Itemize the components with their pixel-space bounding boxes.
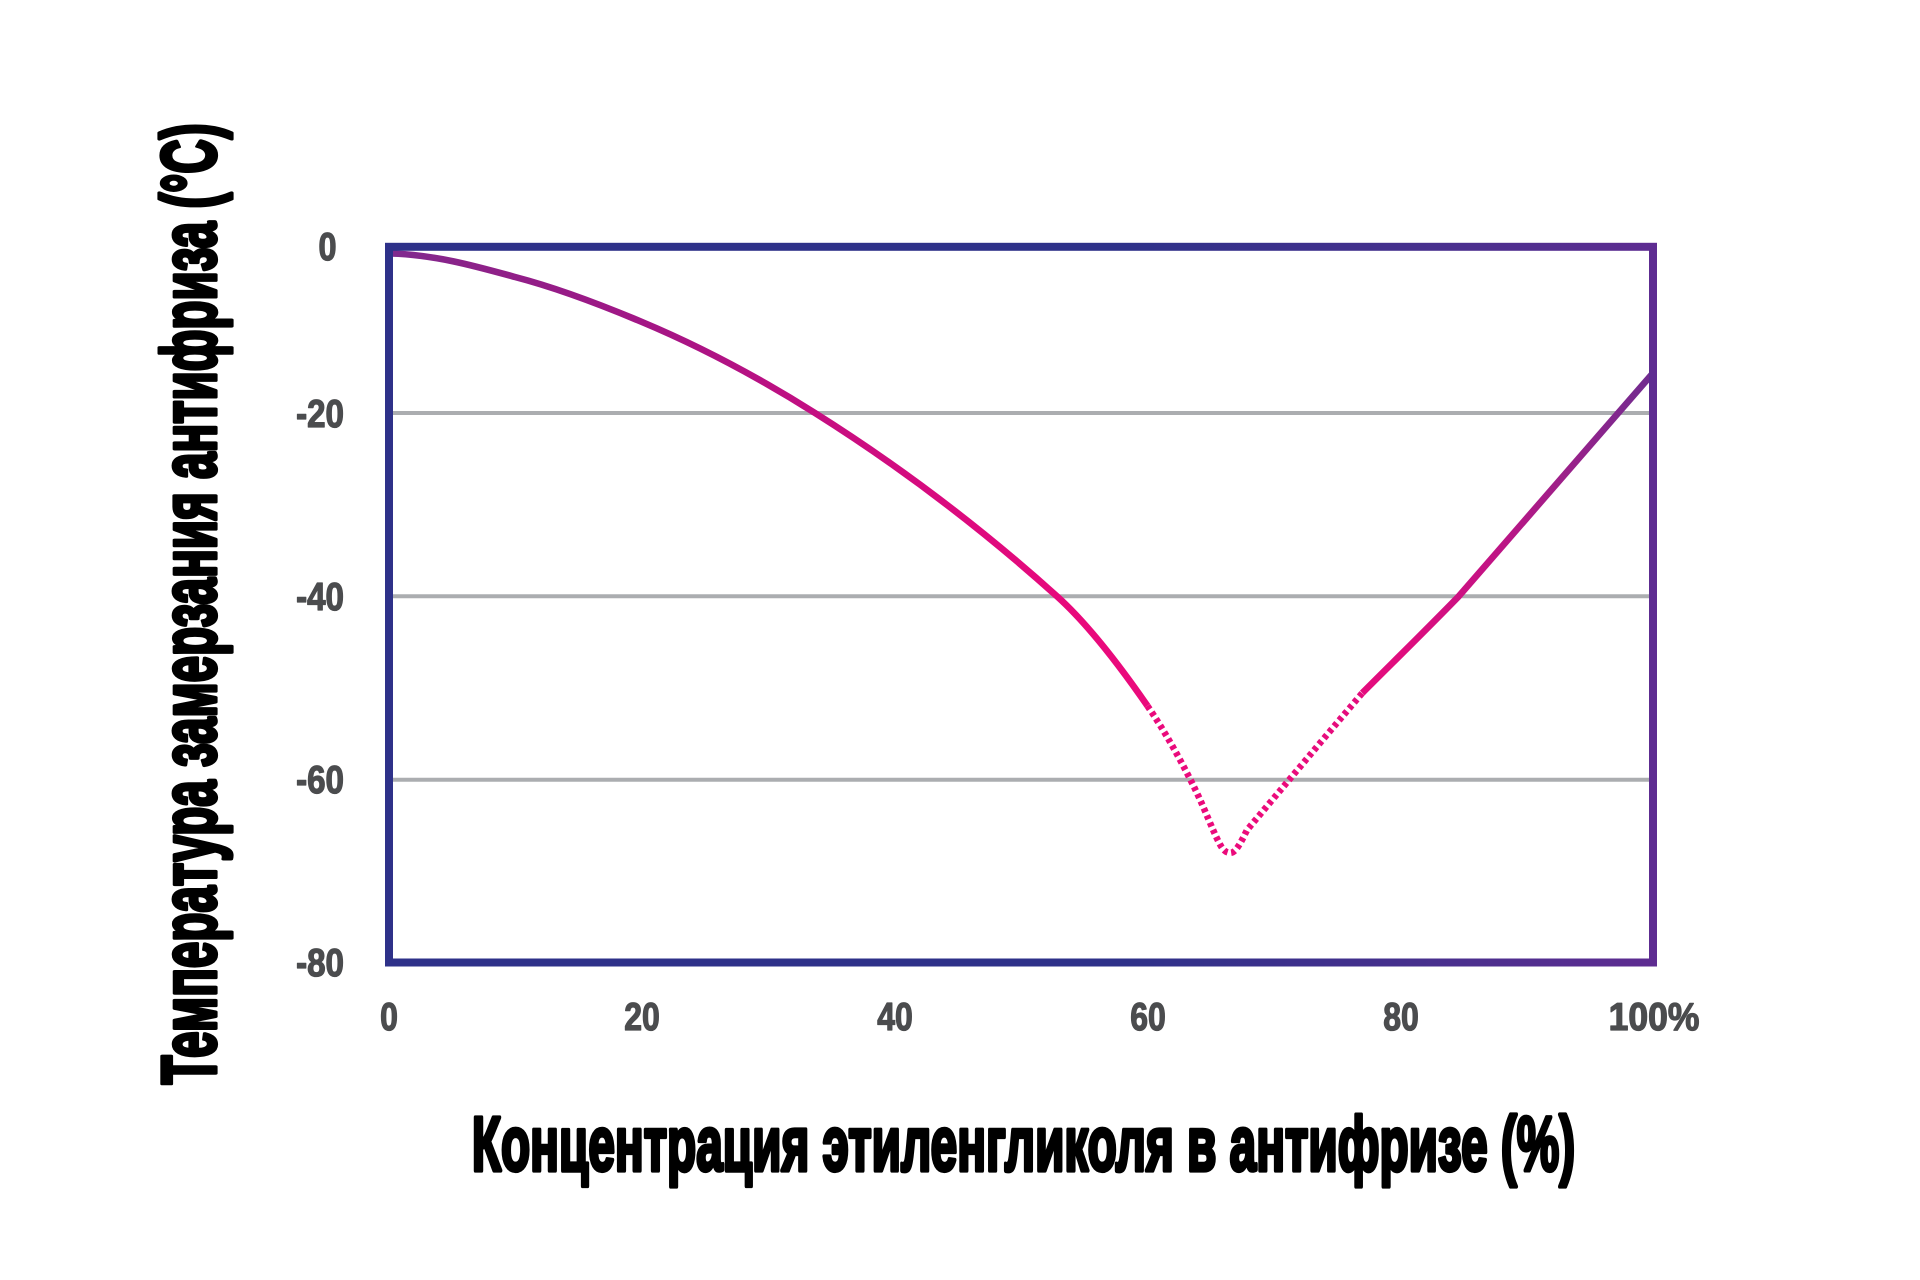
svg-text:Температура замерзания антифри: Температура замерзания антифриза (°C) — [146, 123, 233, 1084]
svg-text:-20: -20 — [296, 391, 344, 435]
svg-text:60: 60 — [1130, 995, 1166, 1039]
svg-text:0: 0 — [380, 995, 398, 1039]
svg-text:20: 20 — [624, 995, 660, 1039]
svg-text:40: 40 — [877, 995, 913, 1039]
svg-text:100%: 100% — [1609, 994, 1700, 1038]
svg-text:-80: -80 — [296, 940, 344, 984]
svg-text:Концентрация этиленгликоля в а: Концентрация этиленгликоля в антифризе (… — [472, 1101, 1575, 1188]
svg-text:0: 0 — [318, 225, 336, 269]
svg-text:-40: -40 — [296, 574, 344, 618]
svg-text:80: 80 — [1383, 995, 1419, 1039]
svg-text:-60: -60 — [296, 757, 344, 801]
